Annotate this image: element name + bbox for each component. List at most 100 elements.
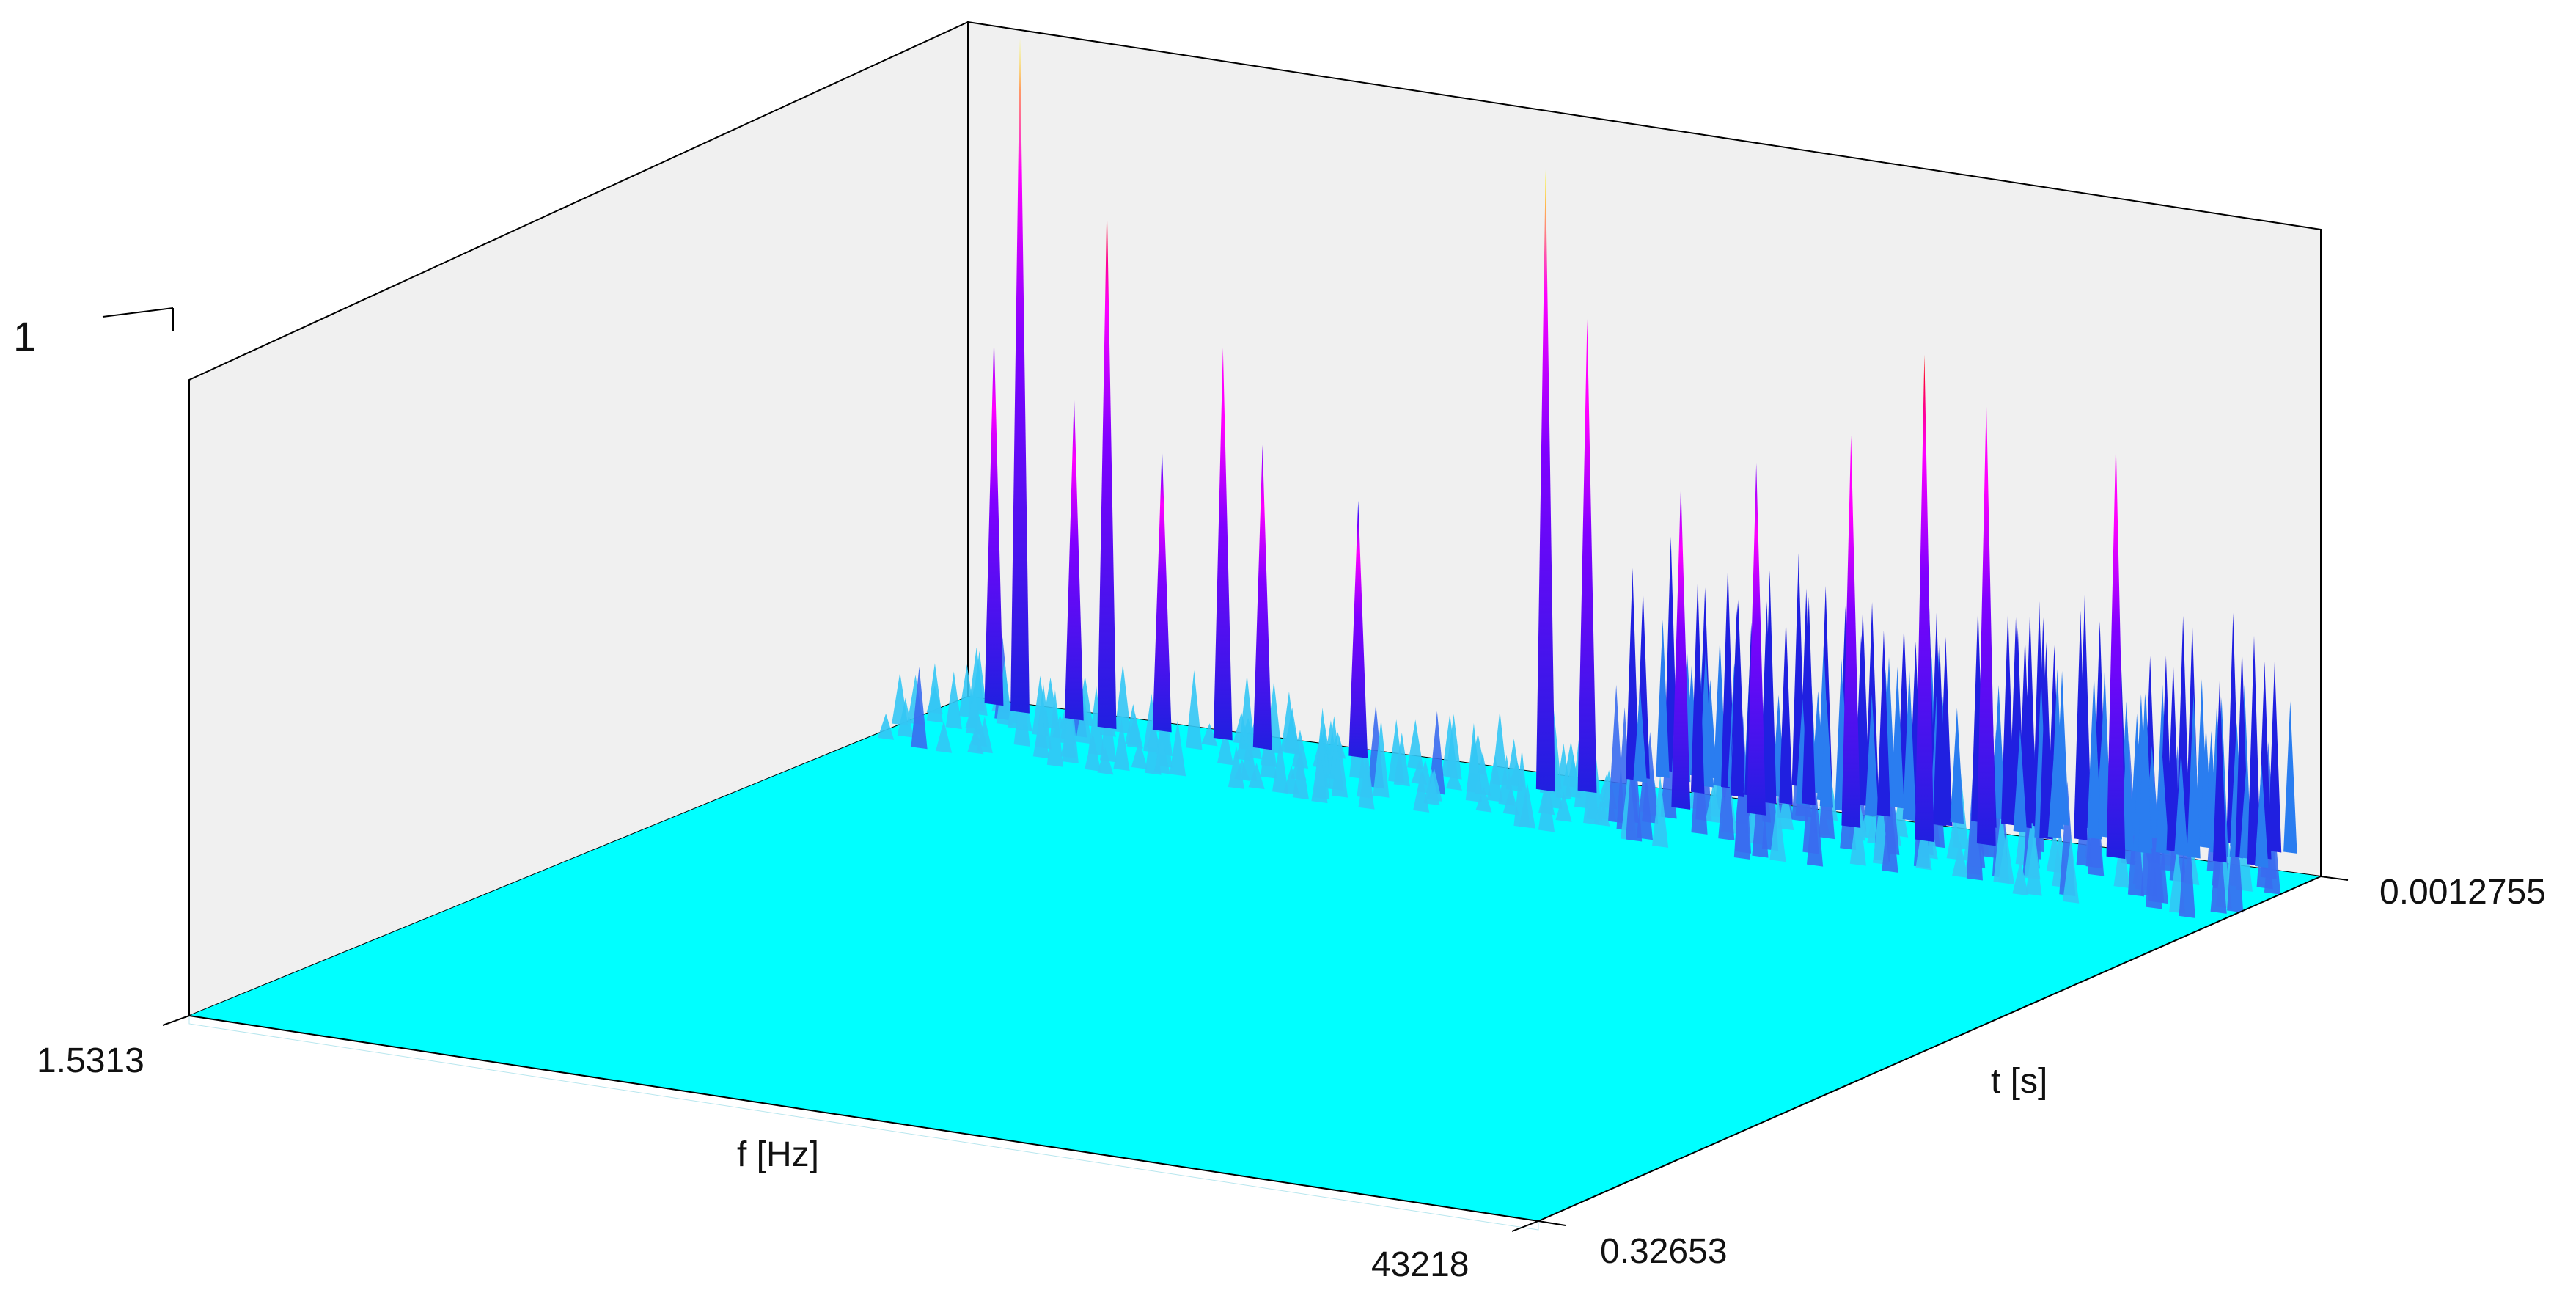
ridge-spike [2212,678,2227,863]
ridge-spike [1731,602,1744,797]
ridge-spike [2283,701,2297,854]
surface-peak [1152,447,1172,733]
ridge-spike [1656,620,1670,779]
surface-peak [2106,439,2126,860]
noise-spike [1153,738,1170,774]
noise-spike [1636,756,1654,840]
ridge-spike [1763,570,1777,805]
noise-spike [1201,723,1218,747]
t-axis-line [1538,876,2322,1222]
noise-spike [1311,746,1328,804]
ridge-spike [2155,756,2170,854]
noise-spike [1248,763,1265,790]
z-tick-top [102,307,174,318]
noise-spike [1475,787,1492,813]
noise-spike [1062,682,1079,764]
ridge-spike [2013,729,2028,833]
ridge-spike [2166,662,2180,852]
ridge-spike [1690,580,1705,794]
noise-spike [1465,722,1482,802]
noise-spike [976,716,993,754]
ridge-spike [2039,642,2053,840]
z-tick-label: 1 [13,313,36,359]
ridge-spike [2267,661,2282,853]
noise-spike [1538,772,1555,832]
noise-spike [1393,732,1410,787]
t-tick-end [1538,1220,1566,1226]
t-axis-label: t [s] [1991,1062,2047,1101]
ridge-spike [1633,687,1647,783]
noise-spike [1186,670,1203,750]
surface-peak [1915,354,1934,842]
surface-peak [1097,201,1117,730]
ridge-spike [1950,708,1964,824]
t-tick-start [2320,876,2349,881]
noise-spike [1486,755,1503,802]
ridge-spike [2174,752,2188,857]
noise-spike [1032,708,1049,759]
noise-spike [1115,664,1131,734]
noise-spike [1997,831,2015,885]
noise-spike [1777,785,1794,831]
noise-spike [1292,748,1309,800]
f-tick-end [1511,1220,1539,1232]
noise-spike [1849,797,1866,866]
ridge-spike [1779,617,1793,805]
noise-spike [1445,714,1462,780]
noise-spike [1769,794,1786,862]
noise-spike [1131,739,1148,769]
surface-peak [1064,395,1084,721]
surface-peak [1671,484,1691,810]
ridge-spike [2187,693,2201,859]
noise-spike [1239,675,1255,751]
ridge-spike [2073,610,2088,840]
noise-spike [1882,788,1898,873]
noise-spike [1272,737,1289,794]
noise-spike [1217,725,1234,766]
noise-spike [1241,730,1258,781]
ridge-spike [1626,568,1640,781]
noise-spike [1652,775,1669,848]
noise-spike [1952,841,1969,879]
ridge-spike [1819,699,1834,808]
noise-spike [1502,785,1519,816]
noise-spike [1046,689,1063,767]
noise-spike [1085,733,1101,772]
noise-spike [1331,735,1348,798]
noise-spike [2210,818,2227,914]
noise-spike [2012,860,2029,896]
surface-peak [1010,37,1030,714]
noise-spike [1705,783,1722,824]
ridge-spike [1902,668,1917,821]
noise-spike [945,671,962,730]
surface-peak [1747,463,1766,816]
ridge-spike [1890,667,1904,809]
ridge-spike [2088,707,2102,840]
noise-spike [1113,719,1130,772]
noise-spike [2146,769,2162,909]
noise-spike [1423,769,1440,806]
ridge-spike [2138,694,2152,854]
surface-peak [1976,399,1996,846]
surface-peak [984,333,1004,706]
ridge-spike [2247,635,2261,866]
ridge-spike [1802,596,1816,805]
noise-spike [1100,696,1117,763]
t-tick-label-start: 0.0012755 [2379,873,2546,912]
noise-spike [926,663,943,723]
ridge-spike [2047,744,2062,839]
noise-spike [1413,771,1430,813]
noise-spike [2113,829,2130,889]
noise-spike [1097,747,1114,775]
ridge-spike [2255,763,2269,868]
ridge-spike [1876,630,1891,817]
f-axis-label: f [Hz] [737,1135,819,1174]
noise-spike [1126,713,1143,749]
surface-peak [1252,444,1272,750]
noise-spike [2025,835,2042,896]
noise-spike [1519,782,1535,829]
noise-spike [1915,813,1932,871]
noise-spike [936,720,953,753]
noise-spike [1593,796,1610,827]
